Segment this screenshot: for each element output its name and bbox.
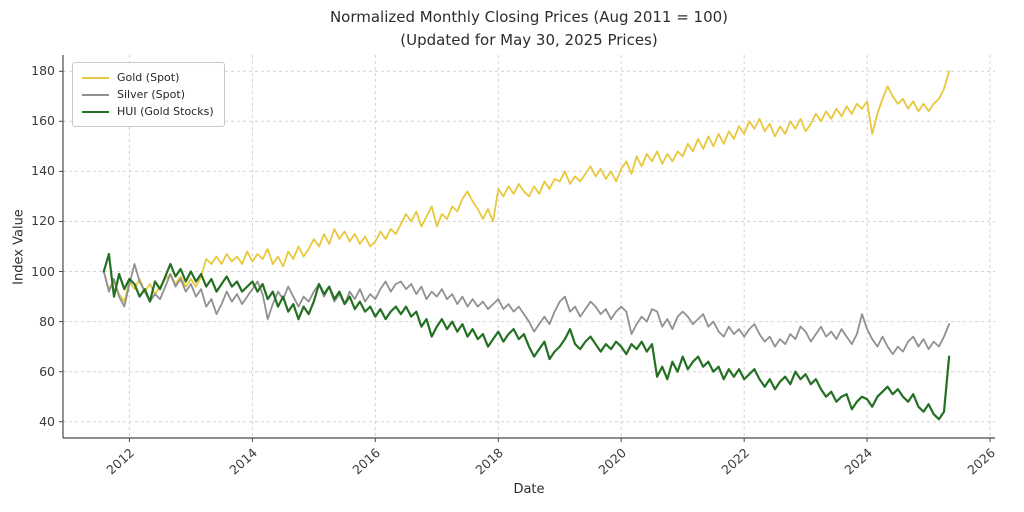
legend-label-silver: Silver (Spot) <box>117 88 185 101</box>
legend: Gold (Spot) Silver (Spot) HUI (Gold Stoc… <box>72 62 225 127</box>
y-axis-label: Index Value <box>11 209 27 285</box>
y-tick-label: 160 <box>31 113 55 128</box>
x-axis-label: Date <box>513 482 545 497</box>
y-tick-label: 100 <box>31 264 55 279</box>
gold-line-swatch-icon <box>82 76 109 79</box>
y-tick-label: 140 <box>31 163 55 178</box>
silver-line-swatch-icon <box>82 93 109 96</box>
y-tick-label: 180 <box>31 63 55 78</box>
legend-item-hui: HUI (Gold Stocks) <box>82 103 214 120</box>
legend-item-gold: Gold (Spot) <box>82 69 214 86</box>
chart-title-line1: Normalized Monthly Closing Prices (Aug 2… <box>329 8 729 26</box>
y-tick-label: 80 <box>39 314 55 329</box>
y-tick-label: 60 <box>39 364 55 379</box>
legend-label-gold: Gold (Spot) <box>117 71 180 84</box>
legend-label-hui: HUI (Gold Stocks) <box>117 105 214 118</box>
chart-title-line2: (Updated for May 30, 2025 Prices) <box>400 31 658 49</box>
y-tick-label: 120 <box>31 213 55 228</box>
hui-line-swatch-icon <box>82 110 109 113</box>
y-tick-label: 40 <box>39 414 55 429</box>
legend-item-silver: Silver (Spot) <box>82 86 214 103</box>
